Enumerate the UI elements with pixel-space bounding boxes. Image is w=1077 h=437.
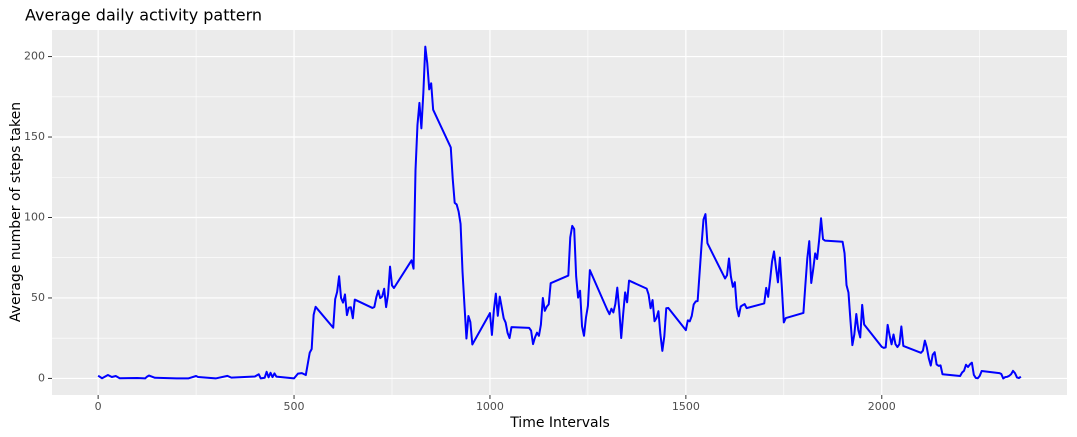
y-tick-label: 150 [24,130,45,143]
y-tick-label: 100 [24,210,45,223]
y-axis-title: Average number of steps taken [8,102,24,322]
line [97,45,1022,380]
x-tick-label: 500 [284,400,305,413]
y-tick-label: 50 [31,291,45,304]
x-tick-label: 1500 [672,400,700,413]
chart-title: Average daily activity pattern [25,6,262,25]
x-tick-label: 2000 [868,400,896,413]
x-tick-label: 1000 [476,400,504,413]
y-tick-label: 0 [38,371,45,384]
x-tick-label: 0 [95,400,102,413]
y-tick-label: 200 [24,50,45,63]
panel [52,30,1067,395]
x-axis-title: Time Intervals [509,415,610,431]
